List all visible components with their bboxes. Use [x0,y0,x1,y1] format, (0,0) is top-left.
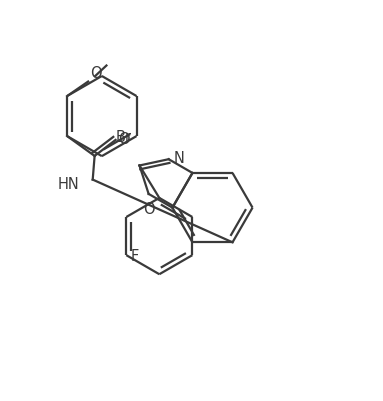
Text: Br: Br [116,129,132,144]
Text: O: O [144,201,155,216]
Text: N: N [174,150,185,165]
Text: O: O [118,132,129,146]
Text: F: F [131,248,139,263]
Text: O: O [90,66,101,81]
Text: HN: HN [57,176,79,191]
